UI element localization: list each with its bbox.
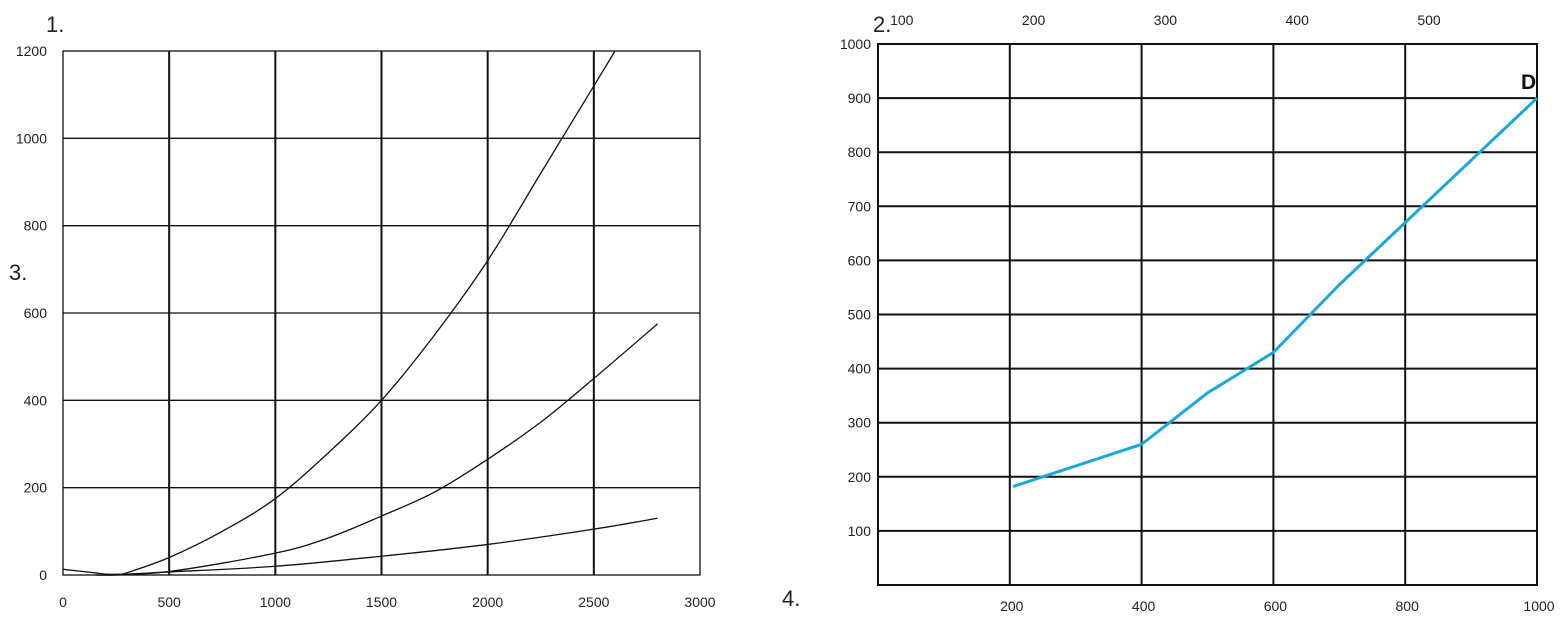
chart-left-grid <box>62 50 701 576</box>
x-tick-label: 3000 <box>684 594 715 610</box>
y-tick-label: 800 <box>848 144 872 160</box>
panel-label-3: 3. <box>9 260 27 285</box>
y-tick-label: 700 <box>848 198 872 214</box>
chart-right-y-ticks: 100 200 300 400 500 600 700 800 900 1000 <box>840 36 871 539</box>
chart-left-y-ticks: 0 200 400 600 800 1000 1200 <box>16 43 47 583</box>
x-tick-label: 800 <box>1396 598 1420 614</box>
chart-right-x-ticks: 200 400 600 800 1000 <box>1000 598 1555 614</box>
y-tick-label: 1000 <box>840 36 871 52</box>
x-tick-label: 400 <box>1132 598 1156 614</box>
series-line-2 <box>105 323 658 576</box>
y-tick-label: 400 <box>24 392 48 408</box>
top-tick-label: 400 <box>1286 12 1310 28</box>
chart-right-grid <box>877 43 1538 586</box>
x-tick-label: 1500 <box>366 594 397 610</box>
chart-left: 0 500 1000 1500 2000 2500 3000 0 200 400 600 800 10… <box>16 43 716 610</box>
y-tick-label: 900 <box>848 90 872 106</box>
chart-left-x-ticks: 0 500 1000 1500 2000 2500 3000 <box>59 594 716 610</box>
y-tick-label: 300 <box>848 415 872 431</box>
x-tick-label: 500 <box>157 594 181 610</box>
x-tick-label: 1000 <box>1523 598 1554 614</box>
chart-right: 200 400 600 800 1000 100 200 300 400 500 100 200 3… <box>840 12 1555 614</box>
y-tick-label: 100 <box>848 523 872 539</box>
y-tick-label: 400 <box>848 361 872 377</box>
x-tick-label: 0 <box>59 594 67 610</box>
x-tick-label: 2000 <box>472 594 503 610</box>
x-tick-label: 2500 <box>578 594 609 610</box>
point-annotation-d: D <box>1521 71 1536 94</box>
y-tick-label: 1000 <box>16 130 47 146</box>
x-tick-label: 1000 <box>260 594 291 610</box>
panel-label-2: 2. <box>873 12 891 37</box>
y-tick-label: 600 <box>848 252 872 268</box>
x-tick-label: 200 <box>1000 598 1024 614</box>
y-tick-label: 200 <box>24 480 48 496</box>
chart-right-top-ticks: 100 200 300 400 500 <box>890 12 1441 28</box>
series-line-d <box>1012 97 1539 488</box>
y-tick-label: 500 <box>848 307 872 323</box>
x-tick-label: 600 <box>1264 598 1288 614</box>
series-line-3 <box>62 517 658 575</box>
y-tick-label: 600 <box>24 305 48 321</box>
panel-label-4: 4. <box>782 586 800 611</box>
panel-label-1: 1. <box>46 12 64 37</box>
y-tick-label: 200 <box>848 469 872 485</box>
top-tick-label: 100 <box>890 12 914 28</box>
chart-left-series <box>62 50 658 576</box>
top-tick-label: 500 <box>1417 12 1441 28</box>
y-tick-label: 1200 <box>16 43 47 59</box>
series-line-1 <box>94 50 616 576</box>
top-tick-label: 200 <box>1022 12 1046 28</box>
y-tick-label: 800 <box>24 218 48 234</box>
chart-right-series <box>1012 97 1539 488</box>
y-tick-label: 0 <box>39 567 47 583</box>
top-tick-label: 300 <box>1154 12 1178 28</box>
